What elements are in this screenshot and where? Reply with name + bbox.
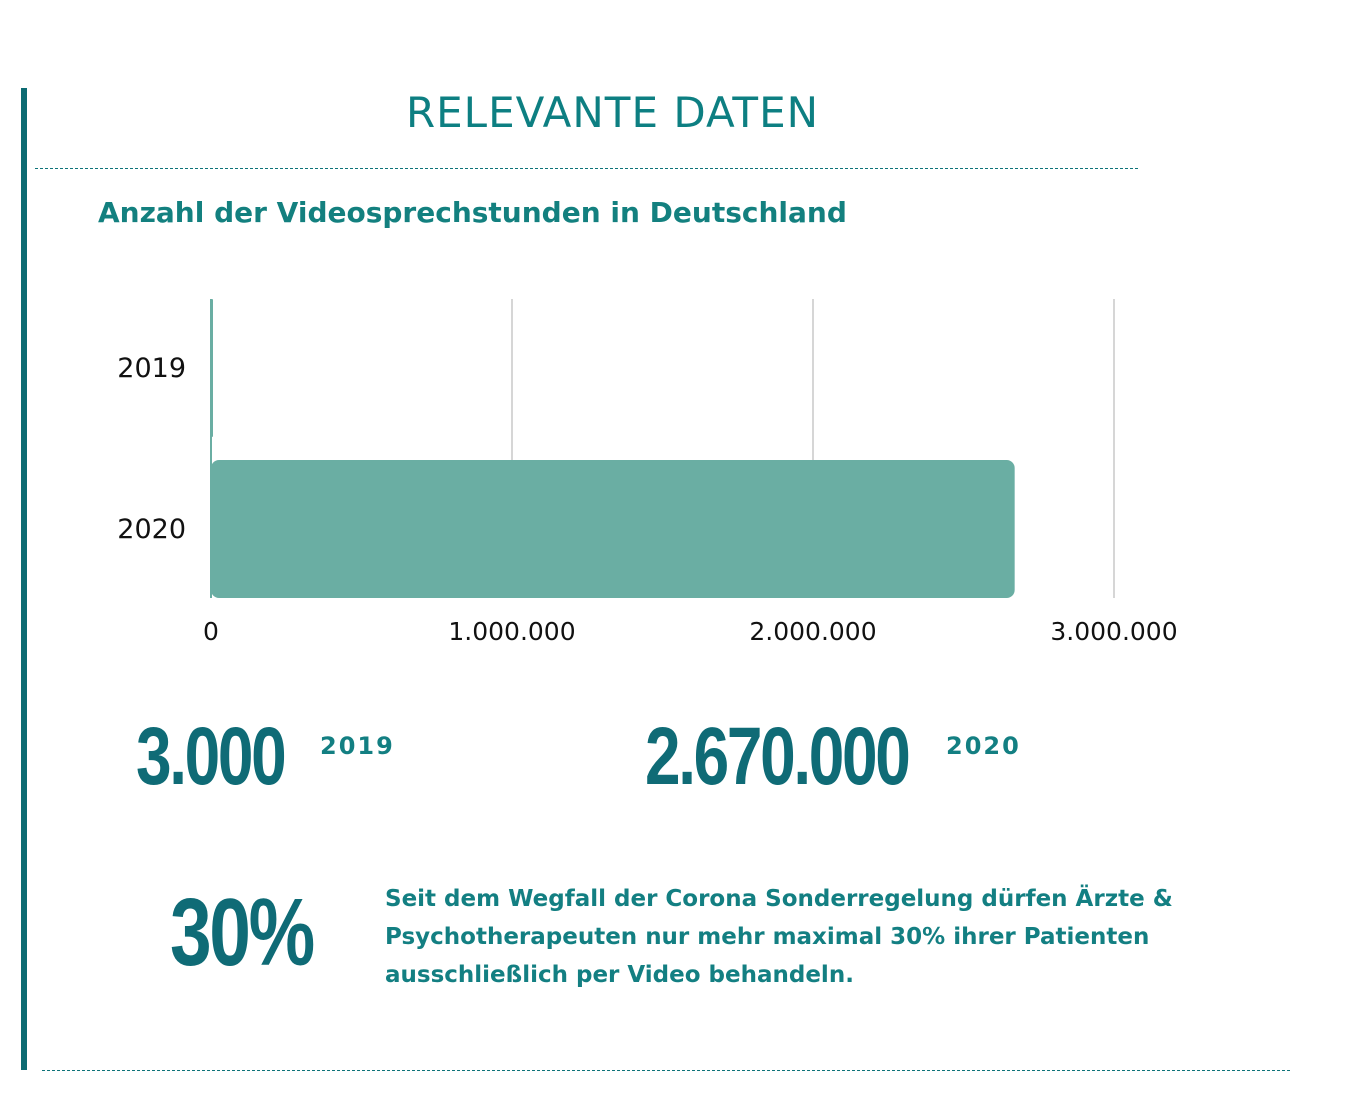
stat-percent-value: 30% [170, 879, 315, 986]
top-divider [35, 168, 1138, 169]
x-tick-label-0: 0 [203, 617, 219, 646]
stat-2020-value: 2.670.000 [645, 711, 911, 802]
bar-2020 [211, 460, 1015, 598]
page-title: RELEVANTE DATEN [405, 88, 820, 137]
bottom-divider [42, 1070, 1290, 1071]
y-tick-label-2020: 2020 [117, 514, 186, 545]
stat-2019-year: 2019 [320, 732, 395, 760]
x-tick-label-2: 2.000.000 [749, 617, 876, 646]
stat-2019-value: 3.000 [136, 711, 287, 802]
left-accent-bar [21, 88, 27, 1070]
y-tick-label-2019: 2019 [117, 353, 186, 384]
chart-title: Anzahl der Videosprechstunden in Deutsch… [98, 196, 847, 229]
x-tick-label-1: 1.000.000 [448, 617, 575, 646]
x-tick-label-3: 3.000.000 [1050, 617, 1177, 646]
stat-2020-year: 2020 [946, 732, 1021, 760]
note-text: Seit dem Wegfall der Corona Sonderregelu… [385, 886, 1173, 988]
